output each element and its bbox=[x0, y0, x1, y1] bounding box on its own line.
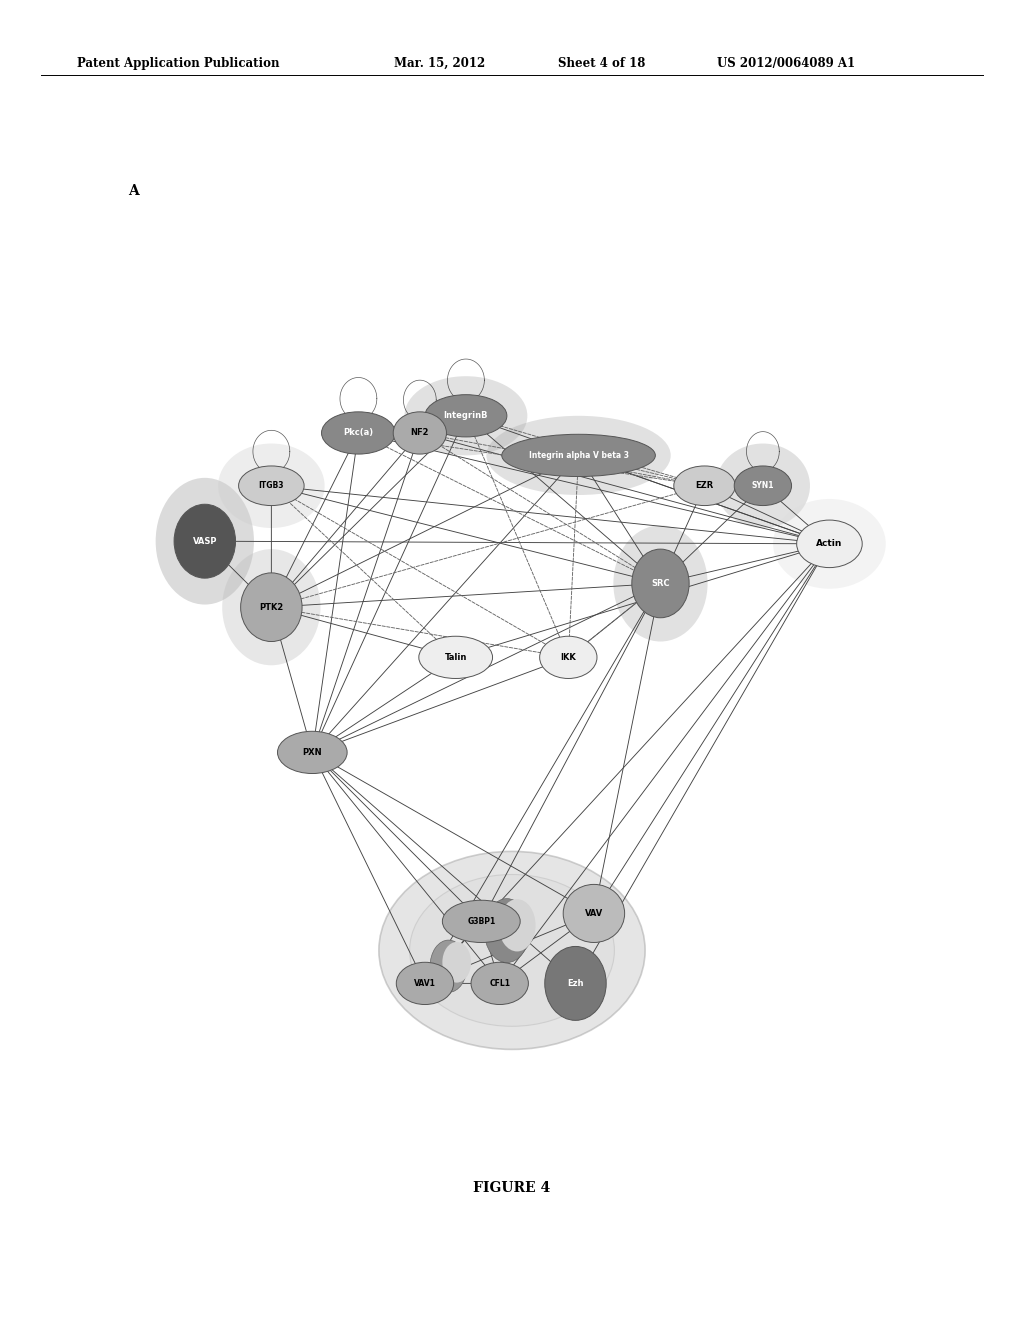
Text: Talin: Talin bbox=[444, 653, 467, 661]
Text: ITGB3: ITGB3 bbox=[259, 482, 284, 490]
Text: VAV1: VAV1 bbox=[414, 979, 436, 987]
Text: Mar. 15, 2012: Mar. 15, 2012 bbox=[394, 57, 485, 70]
Text: Ezh: Ezh bbox=[567, 979, 584, 987]
Ellipse shape bbox=[563, 884, 625, 942]
Ellipse shape bbox=[425, 395, 507, 437]
Ellipse shape bbox=[442, 900, 520, 942]
Text: Pkc(a): Pkc(a) bbox=[343, 429, 374, 437]
Ellipse shape bbox=[716, 444, 810, 528]
Ellipse shape bbox=[442, 942, 471, 982]
Ellipse shape bbox=[797, 520, 862, 568]
Text: PXN: PXN bbox=[302, 748, 323, 756]
Ellipse shape bbox=[632, 549, 689, 618]
Text: Sheet 4 of 18: Sheet 4 of 18 bbox=[558, 57, 645, 70]
Text: Actin: Actin bbox=[816, 540, 843, 548]
Ellipse shape bbox=[410, 874, 614, 1027]
Text: EZR: EZR bbox=[695, 482, 714, 490]
Ellipse shape bbox=[773, 499, 886, 589]
Ellipse shape bbox=[613, 525, 708, 642]
Text: SYN1: SYN1 bbox=[752, 482, 774, 490]
Ellipse shape bbox=[734, 466, 792, 506]
Text: CFL1: CFL1 bbox=[489, 979, 510, 987]
Ellipse shape bbox=[499, 899, 536, 952]
Ellipse shape bbox=[218, 444, 325, 528]
Text: NF2: NF2 bbox=[411, 429, 429, 437]
Ellipse shape bbox=[502, 434, 655, 477]
Text: Patent Application Publication: Patent Application Publication bbox=[77, 57, 280, 70]
Text: IKK: IKK bbox=[560, 653, 577, 661]
Ellipse shape bbox=[222, 549, 321, 665]
Ellipse shape bbox=[396, 962, 454, 1005]
Ellipse shape bbox=[545, 946, 606, 1020]
Ellipse shape bbox=[322, 412, 395, 454]
Ellipse shape bbox=[486, 416, 671, 495]
Ellipse shape bbox=[404, 376, 527, 455]
Ellipse shape bbox=[278, 731, 347, 774]
Ellipse shape bbox=[484, 899, 529, 962]
Ellipse shape bbox=[174, 504, 236, 578]
Ellipse shape bbox=[674, 466, 735, 506]
Text: PTK2: PTK2 bbox=[259, 603, 284, 611]
Text: SRC: SRC bbox=[651, 579, 670, 587]
Ellipse shape bbox=[156, 478, 254, 605]
Ellipse shape bbox=[241, 573, 302, 642]
Text: G3BP1: G3BP1 bbox=[467, 917, 496, 925]
Ellipse shape bbox=[379, 851, 645, 1049]
Text: Integrin alpha V beta 3: Integrin alpha V beta 3 bbox=[528, 451, 629, 459]
Ellipse shape bbox=[540, 636, 597, 678]
Text: VAV: VAV bbox=[585, 909, 603, 917]
Text: IntegrinB: IntegrinB bbox=[443, 412, 488, 420]
Ellipse shape bbox=[393, 412, 446, 454]
Text: FIGURE 4: FIGURE 4 bbox=[473, 1181, 551, 1195]
Ellipse shape bbox=[471, 962, 528, 1005]
Ellipse shape bbox=[419, 636, 493, 678]
Ellipse shape bbox=[430, 940, 467, 993]
Text: VASP: VASP bbox=[193, 537, 217, 545]
Text: US 2012/0064089 A1: US 2012/0064089 A1 bbox=[717, 57, 855, 70]
Text: A: A bbox=[128, 185, 138, 198]
Ellipse shape bbox=[239, 466, 304, 506]
